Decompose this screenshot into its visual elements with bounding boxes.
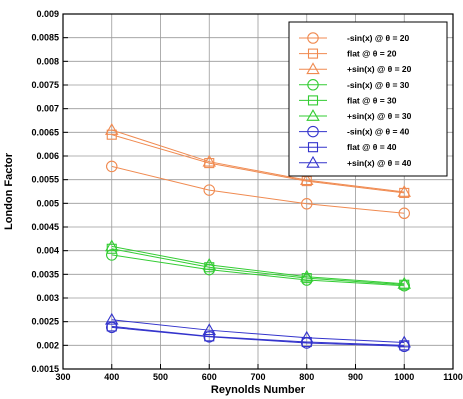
legend-label: flat @ θ = 40 bbox=[347, 142, 397, 152]
legend: -sin(x) @ θ = 20 flat @ θ = 20 +sin(x) @ θ… bbox=[288, 21, 448, 177]
data-point-square bbox=[399, 187, 410, 198]
series-line bbox=[111, 254, 405, 287]
y-tick-label: 0.0045 bbox=[31, 222, 59, 232]
series-line bbox=[111, 245, 405, 285]
data-point-triangle bbox=[105, 239, 119, 252]
data-point-square bbox=[106, 321, 117, 332]
data-point-triangle bbox=[300, 269, 314, 282]
x-tick-label: 900 bbox=[348, 372, 363, 382]
x-tick-label: 1100 bbox=[443, 372, 463, 382]
x-tick-label: 300 bbox=[55, 372, 70, 382]
legend-label: +sin(x) @ θ = 30 bbox=[347, 111, 412, 121]
y-tick-label: 0.0035 bbox=[31, 269, 59, 279]
legend-label: -sin(x) @ θ = 20 bbox=[347, 33, 410, 43]
y-tick-label: 0.004 bbox=[36, 246, 59, 256]
series-2 bbox=[105, 123, 411, 197]
series-0 bbox=[106, 160, 410, 220]
x-tick-label: 800 bbox=[299, 372, 314, 382]
y-tick-label: 0.0015 bbox=[31, 364, 59, 374]
legend-label: flat @ θ = 20 bbox=[347, 49, 397, 59]
y-tick-label: 0.0085 bbox=[31, 33, 59, 43]
y-tick-label: 0.0055 bbox=[31, 175, 59, 185]
series-5 bbox=[105, 239, 411, 289]
legend-label: +sin(x) @ θ = 20 bbox=[347, 64, 412, 74]
legend-marker-square bbox=[307, 142, 319, 153]
series-8 bbox=[105, 312, 411, 348]
legend-box bbox=[288, 21, 448, 177]
legend-entry: +sin(x) @ θ = 20 bbox=[299, 62, 412, 75]
legend-entry: +sin(x) @ θ = 30 bbox=[299, 109, 412, 121]
legend-entry: flat @ θ = 40 bbox=[299, 142, 397, 153]
legend-marker-triangle bbox=[306, 109, 320, 121]
legend-marker-circle bbox=[307, 79, 319, 91]
data-point-triangle bbox=[300, 173, 314, 186]
data-point-square bbox=[204, 331, 215, 342]
legend-marker-circle bbox=[307, 32, 319, 44]
series-line bbox=[111, 165, 405, 214]
series-line bbox=[111, 134, 405, 194]
y-tick-label: 0.002 bbox=[36, 340, 59, 350]
data-point-triangle bbox=[397, 335, 411, 348]
data-point-triangle bbox=[202, 323, 216, 336]
series-line bbox=[111, 325, 405, 346]
y-tick-label: 0.009 bbox=[36, 9, 59, 19]
legend-entry: -sin(x) @ θ = 30 bbox=[299, 79, 410, 91]
series-layer bbox=[105, 123, 411, 353]
series-line bbox=[111, 248, 405, 286]
x-tick-label: 400 bbox=[104, 372, 119, 382]
y-tick-label: 0.0025 bbox=[31, 317, 59, 327]
y-tick-label: 0.0065 bbox=[31, 127, 59, 137]
y-tick-label: 0.007 bbox=[36, 104, 59, 114]
series-line bbox=[111, 319, 405, 343]
data-point-circle bbox=[106, 160, 118, 173]
data-point-circle bbox=[203, 184, 216, 196]
data-point-square bbox=[399, 279, 410, 290]
legend-entry: -sin(x) @ θ = 40 bbox=[299, 125, 410, 138]
axis-ticks: 300 400 500 600 700 800 900 1000 1100 0.0015 0.002… bbox=[31, 9, 462, 382]
data-point-triangle bbox=[105, 123, 119, 135]
x-tick-label: 700 bbox=[250, 372, 265, 382]
series-line bbox=[111, 129, 405, 193]
data-point-circle bbox=[106, 249, 118, 261]
data-point-triangle bbox=[202, 257, 216, 270]
y-tick-label: 0.0075 bbox=[31, 80, 59, 90]
series-line bbox=[111, 326, 405, 347]
legend-label: +sin(x) @ θ = 40 bbox=[347, 158, 412, 168]
legend-label: flat @ θ = 30 bbox=[347, 95, 397, 105]
legend-marker-square bbox=[307, 48, 319, 59]
legend-label: -sin(x) @ θ = 30 bbox=[347, 80, 410, 90]
y-axis-label: London Factor bbox=[3, 152, 15, 230]
legend-marker-circle bbox=[307, 125, 319, 138]
legend-marker-square bbox=[307, 95, 319, 106]
x-tick-label: 500 bbox=[153, 372, 168, 382]
legend-entry: flat @ θ = 30 bbox=[299, 95, 397, 106]
y-tick-label: 0.003 bbox=[36, 293, 59, 303]
x-axis-label: Reynolds Number bbox=[211, 384, 306, 396]
data-point-triangle bbox=[300, 330, 314, 343]
legend-entry: +sin(x) @ θ = 40 bbox=[299, 155, 412, 168]
legend-entry: -sin(x) @ θ = 20 bbox=[299, 32, 410, 44]
y-tick-label: 0.008 bbox=[36, 56, 59, 66]
x-tick-label: 1000 bbox=[394, 372, 414, 382]
legend-label: -sin(x) @ θ = 40 bbox=[347, 127, 410, 137]
x-tick-label: 600 bbox=[202, 372, 217, 382]
y-tick-label: 0.005 bbox=[36, 198, 59, 208]
legend-entry: flat @ θ = 20 bbox=[299, 48, 397, 59]
data-point-circle bbox=[398, 207, 410, 220]
legend-marker-triangle bbox=[306, 62, 320, 75]
y-tick-label: 0.006 bbox=[36, 151, 59, 161]
data-point-triangle bbox=[105, 312, 119, 325]
data-point-triangle bbox=[397, 185, 411, 197]
data-point-triangle bbox=[397, 276, 411, 289]
data-point-triangle bbox=[202, 154, 216, 167]
data-point-circle bbox=[300, 198, 313, 210]
legend-marker-triangle bbox=[306, 155, 320, 168]
